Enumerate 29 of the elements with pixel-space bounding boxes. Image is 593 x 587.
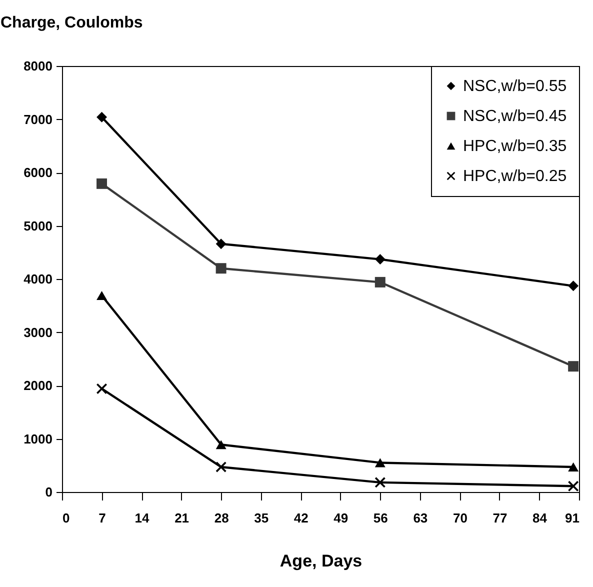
legend-label: NSC,w/b=0.45	[463, 108, 567, 125]
x-tick-label: 35	[254, 510, 269, 526]
y-tick-label: 5000	[24, 218, 52, 234]
legend-label: NSC,w/b=0.55	[463, 78, 567, 95]
x-tick-label: 77	[492, 510, 508, 526]
x-tick-label: 49	[334, 510, 348, 526]
x-tick-label: 91	[565, 510, 580, 526]
y-tick-label: 1000	[24, 431, 52, 446]
y-tick-label: 6000	[24, 165, 52, 180]
x-tick-label: 28	[214, 510, 229, 526]
x-tick-label: 14	[134, 510, 150, 526]
y-tick-label: 3000	[24, 324, 52, 340]
legend-label: HPC,w/b=0.25	[463, 168, 567, 185]
x-tick-label: 70	[452, 510, 468, 526]
y-axis-title: Charge, Coulombs	[0, 14, 143, 32]
x-tick-label: 7	[98, 510, 106, 526]
legend-label: HPC,w/b=0.35	[463, 138, 567, 155]
y-tick-label: 2000	[24, 378, 52, 393]
x-tick-label: 56	[373, 510, 388, 526]
x-tick-label: 0	[62, 510, 70, 526]
x-axis-title: Age, Days	[280, 552, 362, 570]
x-tick-label: 63	[413, 510, 428, 526]
y-tick-label: 4000	[24, 272, 52, 286]
y-tick-label: 0	[45, 484, 52, 500]
x-tick-label: 21	[174, 510, 190, 526]
x-tick-label: 84	[532, 510, 548, 526]
y-tick-label: 8000	[24, 58, 52, 74]
x-tick-label: 42	[294, 510, 308, 526]
y-tick-label: 7000	[24, 112, 52, 127]
